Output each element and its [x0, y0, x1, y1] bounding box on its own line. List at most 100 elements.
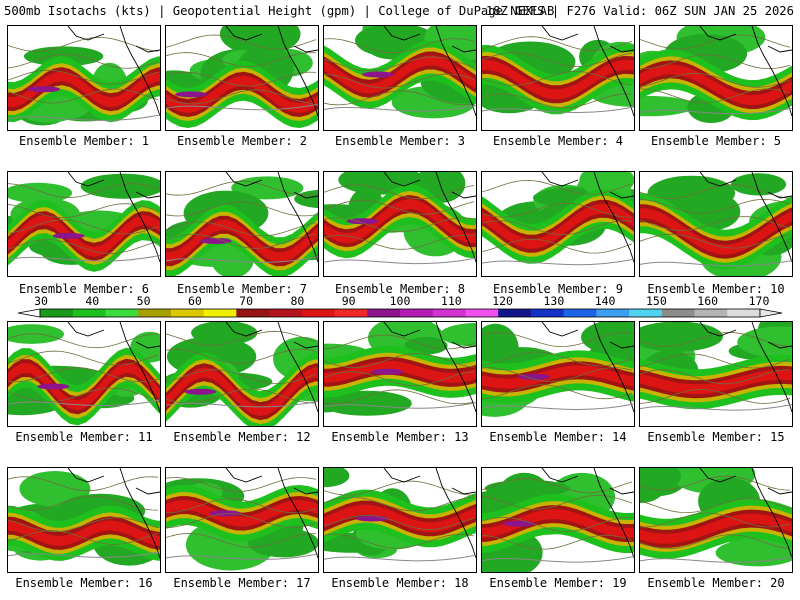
height-contour: [324, 515, 475, 530]
height-contour: [324, 73, 475, 89]
height-contour: [482, 202, 632, 218]
colorbar-min-arrow: [17, 308, 41, 318]
isotach-field: [324, 26, 476, 119]
ensemble-member-map: [481, 25, 635, 131]
wind-speed-region: [8, 182, 73, 203]
ensemble-member-label: Ensemble Member: 18: [331, 576, 469, 590]
gray-height-line: [166, 103, 318, 111]
gray-height-line: [8, 551, 160, 558]
jet-stream-band: [640, 369, 792, 395]
jet-stream-band: [324, 504, 476, 533]
ensemble-member-map: [481, 171, 635, 277]
isotach-field: [8, 322, 160, 426]
ensemble-member-map: [165, 25, 319, 131]
jet-stream-band: [482, 501, 634, 547]
jet-stream-band: [482, 59, 634, 100]
colorbar-segment: [530, 309, 565, 317]
gray-height-line: [8, 399, 160, 407]
height-contour: [482, 52, 633, 67]
colorbar-segment: [596, 309, 630, 317]
height-contour: [324, 217, 475, 233]
ensemble-member-map: [639, 467, 793, 573]
map-header: 500mb Isotachs (kts) | Geopotential Heig…: [0, 0, 800, 22]
wind-speed-region: [324, 394, 348, 413]
height-contour: [8, 476, 159, 492]
isotach-field: [482, 26, 634, 117]
isotach-colorbar: [0, 293, 800, 323]
colorbar-segment: [694, 309, 728, 317]
colorbar-segment: [40, 309, 74, 317]
height-contour: [640, 498, 791, 514]
ensemble-member-map: [481, 321, 635, 427]
colorbar-segment: [203, 309, 237, 317]
ensemble-member-map: [639, 25, 793, 131]
height-contour: [8, 530, 159, 545]
height-contour: [640, 72, 791, 88]
jet-core: [371, 368, 404, 375]
gray-height-line: [482, 403, 634, 411]
jet-stream-band: [640, 513, 792, 544]
isotach-field: [8, 468, 160, 566]
height-contour: [482, 534, 633, 550]
height-contour: [640, 233, 791, 249]
coastline: [541, 468, 634, 559]
coastline: [225, 468, 318, 559]
colorbar-segment: [269, 309, 303, 317]
height-contour: [324, 184, 475, 200]
jet-core: [37, 383, 70, 390]
coastline: [67, 172, 160, 263]
height-contour: [482, 71, 633, 86]
ensemble-member-map: [323, 25, 477, 131]
height-contour: [324, 334, 475, 350]
ensemble-member-label: Ensemble Member: 6: [18, 282, 150, 296]
ensemble-member-label: Ensemble Member: 17: [173, 576, 311, 590]
colorbar-tick-label: 110: [440, 294, 462, 308]
height-contour: [166, 498, 317, 514]
coastline: [67, 26, 160, 117]
height-contour: [166, 71, 317, 87]
jet-core: [28, 86, 61, 93]
isotach-field: [482, 172, 634, 266]
colorbar-tick-label: 140: [594, 294, 616, 308]
ensemble-member-map: [165, 467, 319, 573]
isotach-field: [640, 26, 792, 123]
ensemble-member-label: Ensemble Member: 12: [173, 430, 311, 444]
ensemble-member-map: [323, 467, 477, 573]
gray-height-line: [640, 556, 792, 563]
jet-core: [199, 238, 232, 244]
coastline: [383, 468, 476, 559]
coastline: [67, 322, 160, 413]
height-contour: [324, 496, 475, 512]
colorbar-segment: [72, 309, 106, 317]
gray-height-line: [640, 404, 792, 411]
ensemble-member-map: [7, 467, 161, 573]
jet-stream-band: [640, 208, 792, 255]
gray-height-line: [324, 554, 476, 562]
height-contour: [324, 389, 475, 405]
ensemble-member-map: [323, 171, 477, 277]
coastline: [541, 26, 634, 117]
ensemble-member-label: Ensemble Member: 16: [15, 576, 153, 590]
wind-speed-region: [737, 326, 792, 358]
colorbar-tick-label: 30: [34, 294, 48, 308]
height-contour: [482, 332, 633, 348]
ensemble-member-label: Ensemble Member: 7: [176, 282, 308, 296]
isotach-field: [166, 322, 318, 426]
ensemble-member-map: [7, 321, 161, 427]
ensemble-member-label: Ensemble Member: 13: [331, 430, 469, 444]
colorbar-segment: [727, 309, 761, 317]
height-contour: [482, 238, 633, 254]
height-contour: [640, 512, 791, 528]
colorbar-segment: [138, 309, 172, 317]
height-contour: [8, 88, 159, 104]
ensemble-member-label: Ensemble Member: 4: [492, 134, 624, 148]
gray-height-line: [166, 553, 318, 561]
height-contour: [324, 371, 475, 387]
colorbar-segment: [236, 309, 270, 317]
colorbar-tick-label: 60: [187, 294, 202, 308]
jet-core: [355, 515, 388, 522]
colorbar-segment: [563, 309, 597, 317]
colorbar-segment: [334, 309, 368, 317]
ensemble-member-map: [7, 171, 161, 277]
colorbar-segment: [498, 309, 532, 317]
